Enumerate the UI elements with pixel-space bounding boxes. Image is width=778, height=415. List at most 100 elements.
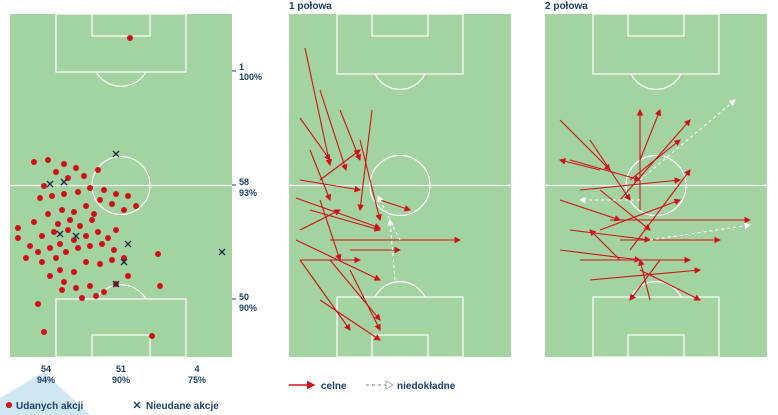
successful-action-dot <box>67 217 73 223</box>
successful-action-dot <box>109 257 115 263</box>
accurate-pass-arrow <box>559 199 622 222</box>
zone-stat-count: 1 <box>239 62 244 72</box>
successful-action-dot <box>27 243 33 249</box>
successful-action-dot <box>79 295 85 301</box>
accurate-pass-arrow <box>304 47 333 167</box>
successful-action-dot <box>71 237 77 243</box>
successful-action-dot <box>83 259 89 265</box>
accurate-pass-arrow <box>629 139 681 181</box>
successful-action-dot <box>37 195 43 201</box>
successful-action-dot <box>97 261 103 267</box>
successful-action-dot <box>35 249 41 255</box>
successful-action-dot <box>61 191 67 197</box>
accurate-pass-arrow <box>558 158 601 171</box>
zone-stat-pct: 90% <box>112 375 130 385</box>
successful-action-dot <box>35 301 41 307</box>
successful-action-dot <box>121 207 127 213</box>
successful-action-dot <box>105 235 111 241</box>
successful-action-dot <box>41 183 47 189</box>
first-half-passes <box>295 47 462 341</box>
successful-action-dot <box>101 289 107 295</box>
accurate-pass-arrow <box>349 269 381 331</box>
zone-stat-pct: 93% <box>239 188 257 198</box>
inaccurate-pass-arrow <box>639 99 736 181</box>
zone-stat-count: 58 <box>239 177 249 187</box>
fail-legend-label: Nieudane akcje <box>146 401 219 412</box>
failed-action-mark <box>46 180 54 188</box>
successful-action-dot <box>87 243 93 249</box>
successful-action-dot <box>113 227 119 233</box>
accurate-pass-arrow <box>359 139 382 222</box>
zone-stat-pct: 75% <box>188 375 206 385</box>
successful-action-dot <box>121 255 127 261</box>
successful-action-dot <box>57 267 63 273</box>
successful-action-dot <box>47 245 53 251</box>
pitch-first-half <box>289 13 511 358</box>
accurate-pass-arrow <box>599 198 682 231</box>
accurate-pass-arrow <box>379 199 412 212</box>
successful-action-dot <box>89 217 95 223</box>
successful-action-dot <box>73 165 79 171</box>
failed-action-mark <box>72 232 80 240</box>
successful-action-dot <box>155 251 161 257</box>
fail-legend-icon <box>133 401 141 409</box>
successful-action-dot <box>55 221 61 227</box>
successful-action-dot <box>83 203 89 209</box>
failed-actions <box>46 150 226 288</box>
accurate-pass-arrow <box>569 159 642 182</box>
successful-action-dot <box>61 279 67 285</box>
accurate-pass-arrow <box>559 119 611 171</box>
zone-stat-count: 4 <box>194 364 199 374</box>
successful-action-dot <box>75 189 81 195</box>
successful-action-dot <box>59 287 65 293</box>
successful-action-dot <box>133 203 139 209</box>
accurate-pass-arrow <box>319 89 348 172</box>
successful-actions <box>15 35 163 339</box>
accurate-pass-arrow <box>589 139 631 201</box>
successful-action-dot <box>65 227 71 233</box>
accurate-pass-arrow <box>579 177 682 191</box>
successful-action-dot <box>77 223 83 229</box>
second-half-passes <box>558 99 752 301</box>
successful-action-dot <box>59 207 65 213</box>
successful-action-dot <box>45 157 51 163</box>
successful-action-dot <box>57 241 63 247</box>
failed-action-mark <box>112 150 120 158</box>
successful-action-dot <box>101 187 107 193</box>
successful-action-dot <box>83 233 89 239</box>
second-half-title: 2 połowa <box>545 1 588 12</box>
successful-action-dot <box>87 283 93 289</box>
pitch-second-half <box>545 13 767 358</box>
successful-action-dot <box>15 235 21 241</box>
accurate-pass-arrow <box>309 149 332 202</box>
accurate-pass-arrow <box>357 109 373 212</box>
zone-stat-pct: 90% <box>239 303 257 313</box>
inaccurate-pass-arrow <box>649 222 752 241</box>
successful-action-dot <box>61 161 67 167</box>
accurate-pass-arrow <box>299 179 362 193</box>
accurate-pass-arrow <box>589 267 702 281</box>
successful-action-dot <box>31 159 37 165</box>
successful-action-dot <box>109 201 115 207</box>
successful-action-dot <box>51 229 57 235</box>
accurate-pass-arrow <box>319 299 381 341</box>
accurate-pass-arrow <box>319 149 361 181</box>
accurate-pass-arrow <box>329 259 381 321</box>
first-half-title: 1 połowa <box>289 1 332 12</box>
failed-action-mark <box>112 280 120 288</box>
successful-action-dot <box>15 225 21 231</box>
failed-action-mark <box>56 230 64 238</box>
successful-action-dot <box>125 273 131 279</box>
successful-action-dot <box>23 255 29 261</box>
successful-action-dot <box>53 169 59 175</box>
accurate-pass-arrow <box>599 189 651 231</box>
successful-action-dot <box>45 211 51 217</box>
accurate-pass-arrow <box>569 229 652 243</box>
failed-action-mark <box>120 258 128 266</box>
failed-action-mark <box>124 240 132 248</box>
accurate-pass-arrow <box>319 199 342 262</box>
successful-action-dot <box>127 35 133 41</box>
accurate-pass-arrow <box>309 209 382 232</box>
accurate-pass-legend-label: celne <box>321 381 347 392</box>
